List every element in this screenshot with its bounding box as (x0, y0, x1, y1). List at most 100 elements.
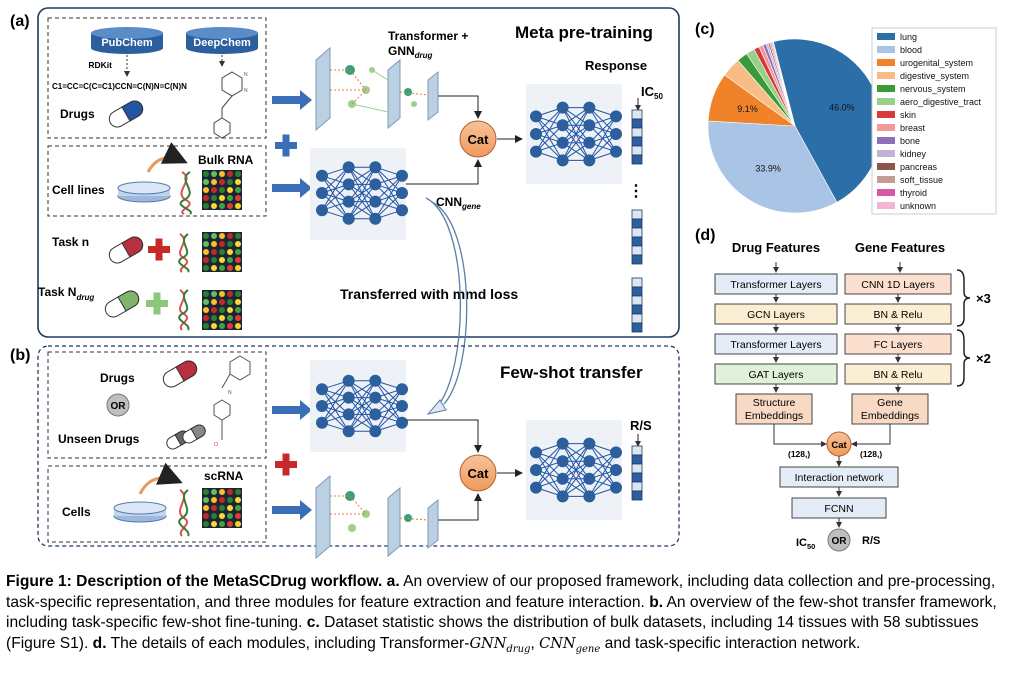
heatmap-cell (235, 513, 241, 519)
nn-neuron (369, 161, 382, 174)
nn-neuron (369, 408, 382, 421)
nn-neuron (342, 161, 355, 174)
legend-label-breast: breast (900, 123, 926, 133)
heatmap-cell (227, 179, 233, 185)
heatmap-cell (219, 299, 225, 305)
caption-a-key: a. (386, 573, 400, 590)
nn-neuron (556, 472, 569, 485)
heatmap-cell (211, 233, 217, 239)
dim-label-left: (128,) (788, 449, 810, 459)
legend-swatch (877, 59, 895, 66)
nn-neuron (610, 481, 622, 494)
nn-neuron (369, 178, 382, 191)
nn-neuron (610, 145, 622, 158)
caption-b-key: b. (649, 593, 664, 611)
gene-emb-line2: Embeddings (861, 410, 919, 422)
vector-cell (631, 118, 643, 129)
heatmap-cell (211, 265, 217, 271)
heatmap-cell (227, 265, 233, 271)
bn-relu-label-2: BN & Relu (873, 369, 922, 381)
vector-cell (631, 472, 643, 483)
svg-text:N: N (244, 88, 248, 94)
heatmap-cell (211, 323, 217, 329)
heatmap-cell (227, 291, 233, 297)
legend-label-nervous-system: nervous_system (900, 84, 966, 94)
brace-x2 (956, 329, 971, 387)
nn-neuron (396, 204, 408, 217)
heatmap-cell (203, 521, 209, 527)
heatmap-cell (219, 513, 225, 519)
nn-neuron (530, 110, 542, 123)
heatmap-cell (235, 179, 241, 185)
heatmap-cell (219, 249, 225, 255)
nn-neuron (396, 187, 408, 199)
gcn-layers-label: GCN Layers (747, 309, 805, 321)
arrow-cells-to-gnn-b (272, 500, 312, 520)
dna-icon-task-n (178, 233, 190, 273)
heatmap-cell (203, 195, 209, 201)
cnn-gene-label: CNNgene (436, 195, 481, 211)
caption-a-text: An overview of our proposed framework, i… (6, 573, 996, 611)
vector-cell (631, 304, 643, 315)
pie-legend: lung blood urogenital_system digestive_syst… (877, 32, 982, 211)
heatmap-cell (203, 489, 209, 495)
response-label: Response (585, 58, 647, 73)
x2-label: ×2 (976, 351, 991, 366)
nn-neuron (369, 374, 382, 387)
task-N-capsule-icon (104, 290, 140, 318)
drug-data-box (47, 17, 267, 139)
heatmap-cell (211, 179, 217, 185)
heatmap-cell (203, 323, 209, 329)
plus-icon-green (146, 292, 168, 315)
nn-neuron (556, 154, 569, 167)
rs-label-d: R/S (862, 535, 880, 547)
panel-a-label: (a) (10, 13, 30, 30)
structure-embeddings-box (735, 393, 813, 425)
heatmap-cell (227, 323, 233, 329)
vector-cell (631, 295, 643, 306)
vector-cell (631, 209, 643, 220)
panel-a-title: Meta pre-training (515, 23, 653, 42)
nn-neuron (369, 425, 382, 438)
nn-neuron (583, 472, 596, 485)
scrna-heatmap (202, 488, 242, 528)
heatmap-cell (203, 179, 209, 185)
ellipsis: ⋮ (628, 183, 644, 200)
cells-label: Cells (62, 505, 91, 519)
heatmap-cell (203, 315, 209, 321)
nn-neuron (556, 455, 569, 468)
nn-neuron (556, 136, 569, 149)
heatmap-cell (211, 315, 217, 321)
heatmap-cell (219, 265, 225, 271)
fcnn-label: FCNN (824, 503, 853, 515)
heatmap-cell (219, 489, 225, 495)
heatmap-cell (219, 187, 225, 193)
rs-label-b: R/S (630, 418, 652, 433)
pie-slice-blood (707, 120, 838, 214)
legend-label-bone: bone (900, 136, 920, 146)
panel-d-label: (d) (695, 227, 715, 244)
cat-node-a (459, 120, 497, 158)
cat-label-d: Cat (831, 440, 847, 451)
panel-b: (b) Few-shot transfer Drugs OR Unseen Dr… (10, 345, 680, 560)
gene-embeddings-box (851, 393, 929, 425)
heatmap-cell (203, 497, 209, 503)
heatmap-cell (211, 299, 217, 305)
response-vector-3 (631, 277, 643, 333)
vector-cell (631, 254, 643, 265)
heatmap-cell (235, 299, 241, 305)
heatmap-cell (219, 291, 225, 297)
heatmap-cell (211, 513, 217, 519)
caption-cnn: CNNgene (539, 635, 601, 655)
heatmap-cell (219, 257, 225, 263)
cat-label-a: Cat (468, 132, 490, 147)
vector-cell (631, 109, 643, 120)
ic50-label-d: IC50 (796, 537, 815, 551)
caption-comma: , (530, 634, 535, 652)
heatmap-cell (235, 241, 241, 247)
structure-emb-line2: Embeddings (745, 410, 803, 422)
heatmap-cell (203, 203, 209, 209)
legend-swatch (877, 124, 895, 131)
nn-neuron (556, 101, 569, 114)
nn-neuron (316, 383, 328, 396)
